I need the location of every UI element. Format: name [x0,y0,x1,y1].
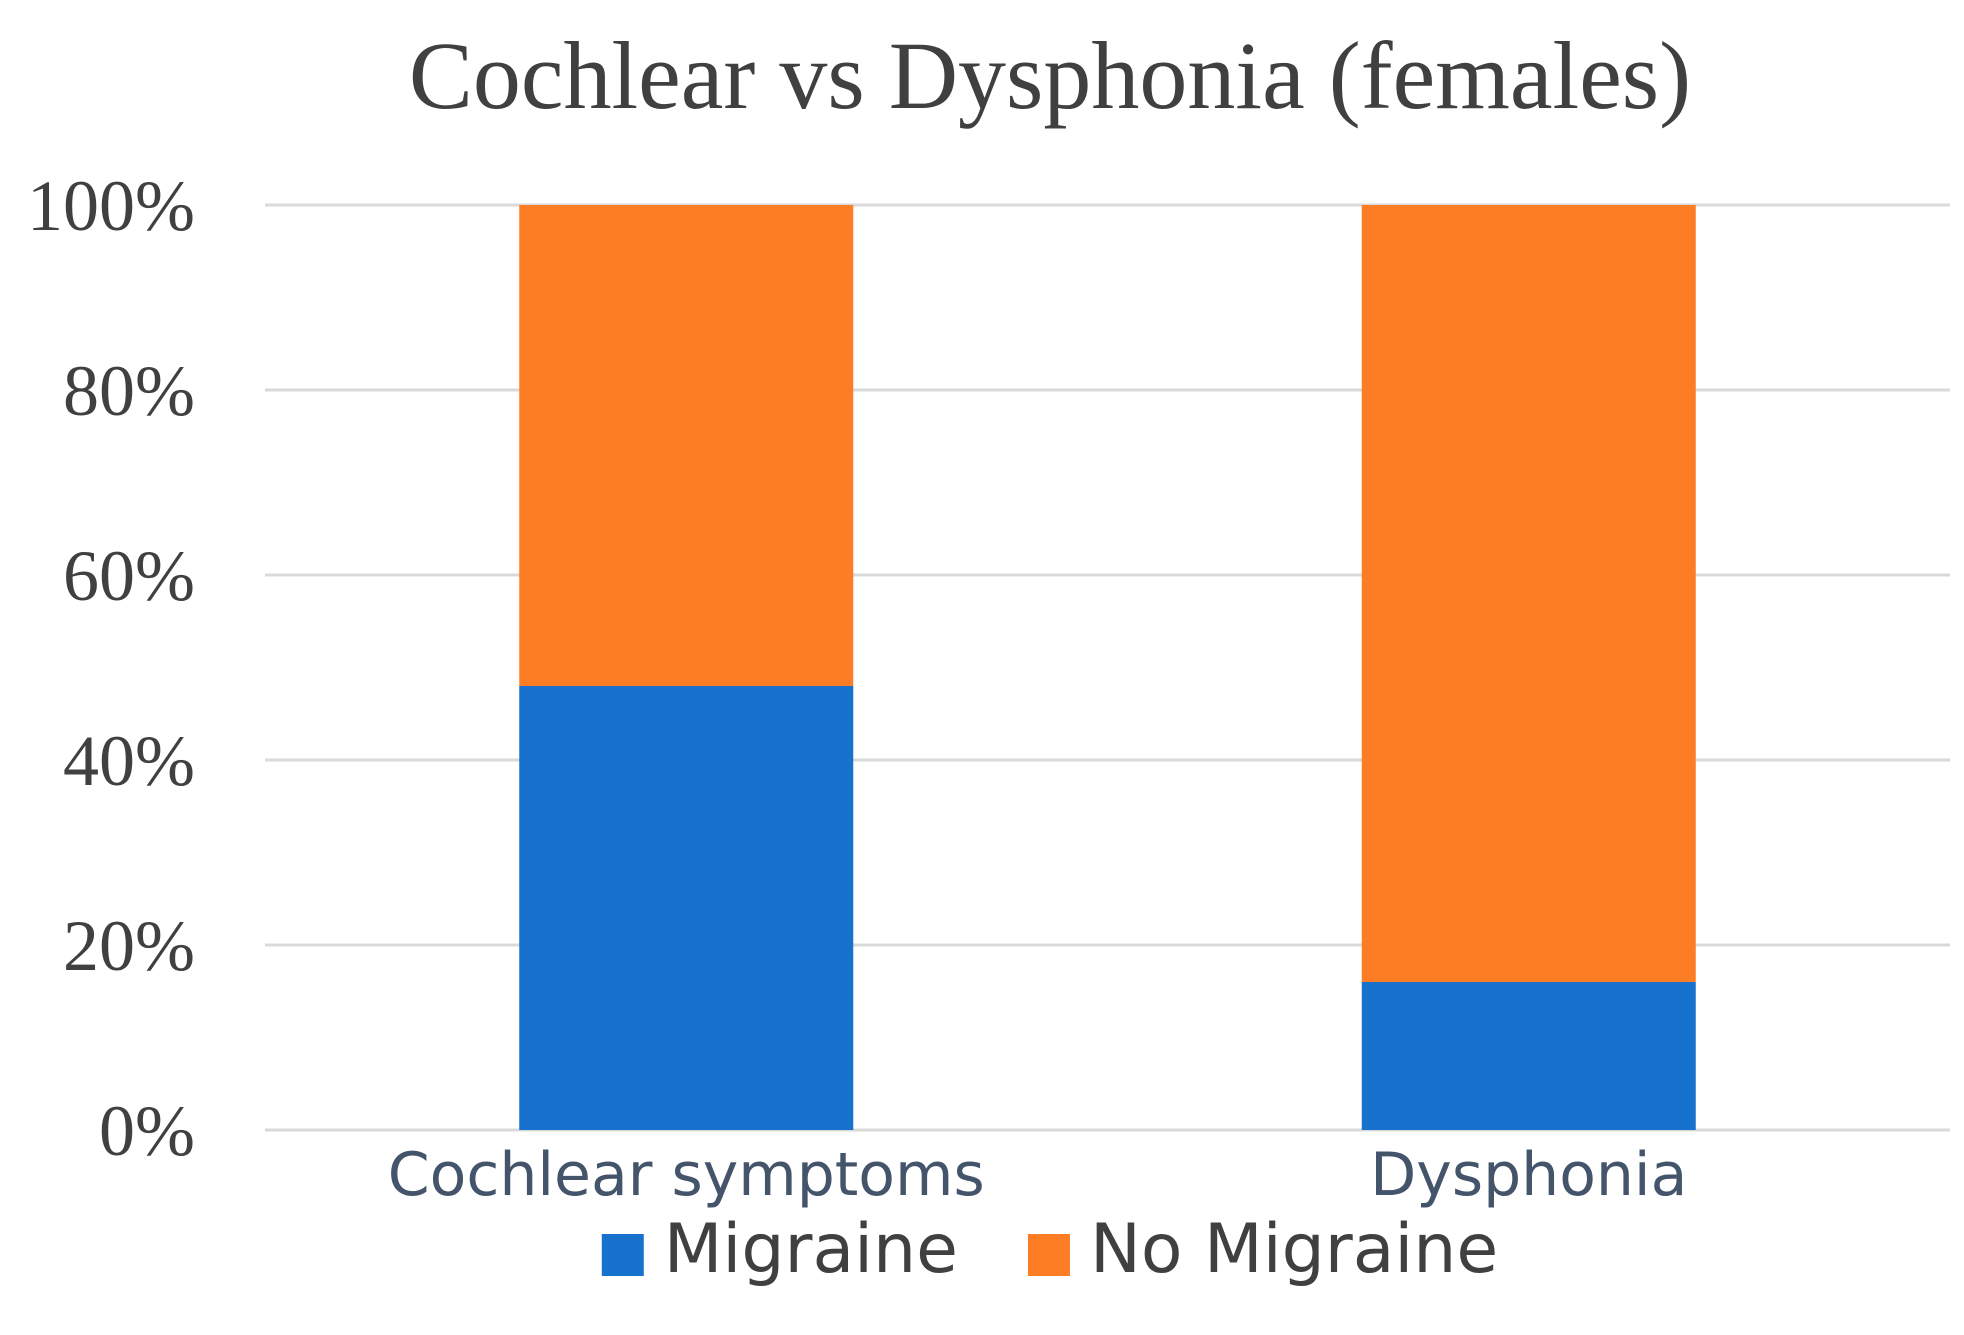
chart-title: Cochlear vs Dysphonia (females) [409,22,1691,129]
bar-no-migraine [519,205,854,686]
grid [265,203,1950,1132]
legend-swatch [1027,1234,1070,1276]
x-axis: Cochlear symptoms Dysphonia [388,1140,1688,1210]
y-tick-label: 100% [27,166,195,246]
legend-item-no-migraine: No Migraine [1027,1210,1498,1289]
x-tick-label: Dysphonia [1370,1140,1687,1210]
legend-label: Migraine [664,1210,958,1289]
legend-label: No Migraine [1090,1210,1498,1289]
y-tick-label: 40% [63,721,195,801]
bar-migraine [519,686,854,1130]
legend-swatch [601,1234,644,1276]
y-tick-label: 20% [63,906,195,986]
bar-no-migraine [1361,205,1696,982]
x-tick-label: Cochlear symptoms [388,1140,985,1210]
y-tick-label: 0% [99,1091,195,1171]
y-axis: 0% 20% 40% 60% 80% 100% [27,166,195,1171]
legend-item-migraine: Migraine [601,1210,958,1289]
y-tick-label: 80% [63,351,195,431]
bar-migraine [1361,982,1696,1130]
y-tick-label: 60% [63,536,195,616]
bars [519,205,1696,1130]
legend: Migraine No Migraine [601,1210,1498,1289]
